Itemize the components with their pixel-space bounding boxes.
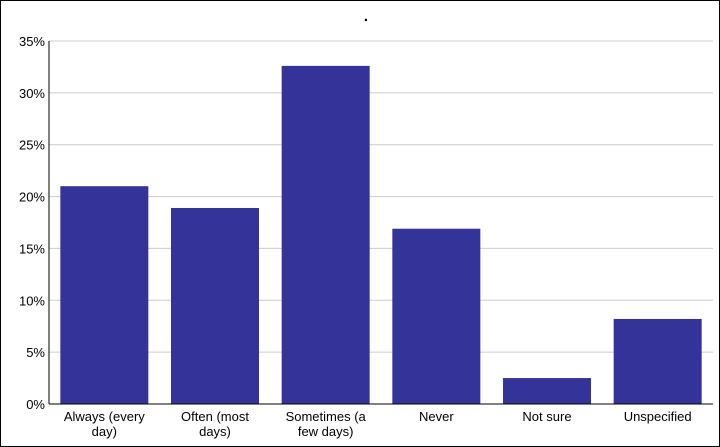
bars xyxy=(60,65,702,405)
chart-title: . xyxy=(364,8,368,25)
y-tick-label: 25% xyxy=(19,138,45,153)
bar xyxy=(281,65,370,405)
x-tick-label: Always (every day) xyxy=(64,409,145,439)
bar xyxy=(171,207,259,404)
y-tick-label: 20% xyxy=(19,190,45,205)
x-axis-labels: Always (every day) Often (most days) Sometim… xyxy=(64,409,692,439)
y-tick-label: 35% xyxy=(19,34,45,49)
y-axis-ticks: 0% 5% 10% 15% 20% 25% 30% 35% xyxy=(19,34,45,412)
x-tick-label: Sometimes (a few days) xyxy=(286,409,367,439)
x-tick-label: Often (most days) xyxy=(181,409,249,439)
y-tick-label: 15% xyxy=(19,241,45,256)
bar xyxy=(503,378,591,404)
x-tick-label: Never xyxy=(419,409,454,424)
y-tick-label: 10% xyxy=(19,293,45,308)
bar xyxy=(392,228,481,404)
x-tick-label: Unspecified xyxy=(624,409,692,424)
y-tick-label: 0% xyxy=(26,397,45,412)
gridlines xyxy=(49,40,713,405)
bar xyxy=(60,186,149,404)
y-tick-label: 5% xyxy=(26,345,45,360)
x-tick-label: Not sure xyxy=(522,409,571,424)
y-tick-label: 30% xyxy=(19,86,45,101)
bar xyxy=(613,318,702,404)
